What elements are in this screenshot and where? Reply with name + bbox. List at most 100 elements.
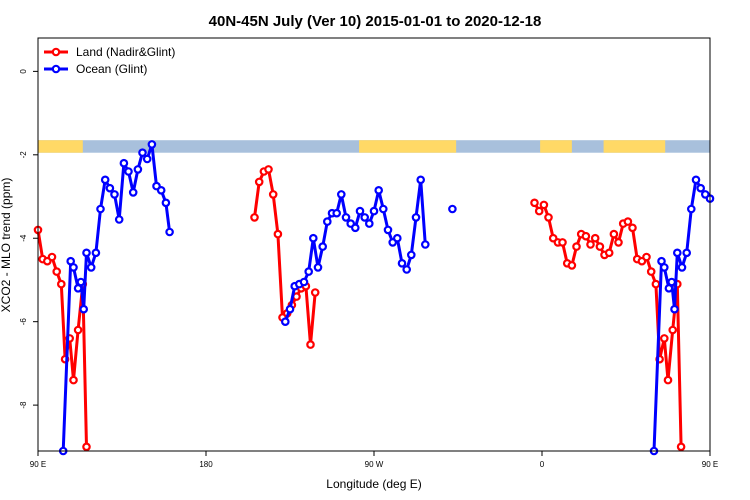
data-point <box>590 233 600 243</box>
y-tick-label: -6 <box>19 318 28 326</box>
data-point <box>110 190 119 199</box>
data-point <box>56 279 66 289</box>
data-point <box>534 206 544 216</box>
data-point <box>406 250 416 260</box>
data-point <box>310 288 320 297</box>
y-axis: 0 -2 -4 -6 -8 <box>19 69 38 409</box>
land-band-segment <box>38 140 83 153</box>
data-point <box>609 229 619 239</box>
data-point <box>306 340 315 349</box>
data-point <box>119 158 129 168</box>
data-point <box>397 258 407 268</box>
data-point <box>651 279 661 289</box>
series-line <box>61 142 172 452</box>
data-point <box>76 277 86 287</box>
data-point <box>659 263 669 272</box>
data-point <box>691 175 701 185</box>
x-tick-label: 90 W <box>365 460 384 469</box>
data-point <box>628 223 637 233</box>
data-point <box>96 204 105 214</box>
x-tick-label: 180 <box>199 460 213 469</box>
data-point <box>567 261 577 270</box>
data-point <box>280 317 290 327</box>
data-point <box>161 198 171 208</box>
plot-frame <box>37 37 711 452</box>
data-point <box>544 213 553 222</box>
data-point <box>147 140 157 149</box>
data-point <box>114 215 124 224</box>
data-point <box>696 183 706 193</box>
land-band-segment <box>540 140 572 153</box>
data-point <box>572 242 581 251</box>
data-point <box>369 206 379 216</box>
data-point <box>659 334 669 343</box>
data-point <box>254 177 264 187</box>
land-mask-band <box>38 140 710 153</box>
data-point <box>313 263 323 272</box>
x-tick-label: 90 E <box>702 460 718 469</box>
data-point <box>69 263 78 272</box>
data-point <box>100 175 110 185</box>
data-point <box>355 206 365 216</box>
data-point <box>128 188 138 197</box>
data-point <box>133 165 143 174</box>
data-point <box>672 248 682 258</box>
data-point <box>165 227 174 237</box>
series-layer <box>33 140 715 456</box>
data-point <box>646 267 656 276</box>
legend-entry: Land (Nadir&Glint) <box>76 45 175 59</box>
data-point <box>82 248 91 258</box>
data-point <box>341 213 351 222</box>
data-point <box>142 154 152 164</box>
data-point <box>670 304 679 314</box>
x-axis-label: Longitude (deg E) <box>326 477 421 491</box>
data-point <box>264 165 273 174</box>
data-point <box>304 267 314 276</box>
chart-title: 40N-45N July (Ver 10) 2015-01-01 to 2020… <box>209 13 542 30</box>
data-point <box>676 442 686 452</box>
data-point <box>105 183 115 193</box>
legend-entry: Ocean (Glint) <box>76 62 147 76</box>
y-tick-label: -8 <box>19 401 28 409</box>
data-point <box>69 375 78 385</box>
land-band-segment <box>603 140 666 153</box>
data-point <box>318 242 328 251</box>
data-point <box>642 252 651 262</box>
y-axis-label: XCO2 - MLO trend (ppm) <box>0 178 13 313</box>
data-point <box>91 248 101 258</box>
data-point <box>558 238 567 247</box>
legend: Land (Nadir&Glint) Ocean (Glint) <box>44 45 175 76</box>
data-point <box>124 167 133 176</box>
data-point <box>308 233 318 243</box>
data-point <box>586 240 595 249</box>
y-tick-label: 0 <box>19 69 28 74</box>
data-point <box>595 242 605 251</box>
data-point <box>682 248 692 258</box>
data-point <box>668 325 678 335</box>
data-point <box>156 186 166 195</box>
x-tick-label: 90 E <box>30 460 46 469</box>
data-point <box>299 277 309 287</box>
data-point <box>268 190 278 199</box>
legend-marker <box>51 47 61 57</box>
data-point <box>332 208 342 218</box>
data-point <box>623 217 633 226</box>
x-tick-label: 0 <box>540 460 545 469</box>
data-point <box>82 442 91 452</box>
data-point <box>448 204 457 214</box>
data-point <box>614 238 623 247</box>
data-point <box>420 240 430 249</box>
data-point <box>667 277 677 287</box>
y-tick-label: -4 <box>19 234 28 242</box>
legend-marker <box>51 64 61 74</box>
data-point <box>374 186 384 195</box>
data-point <box>47 252 57 262</box>
data-point <box>86 263 96 272</box>
data-point <box>138 148 147 158</box>
data-point <box>677 263 687 272</box>
data-point <box>378 204 388 214</box>
data-point <box>322 217 332 226</box>
x-axis: 90 E 180 90 W 0 90 E <box>30 451 718 469</box>
data-point <box>686 204 696 214</box>
